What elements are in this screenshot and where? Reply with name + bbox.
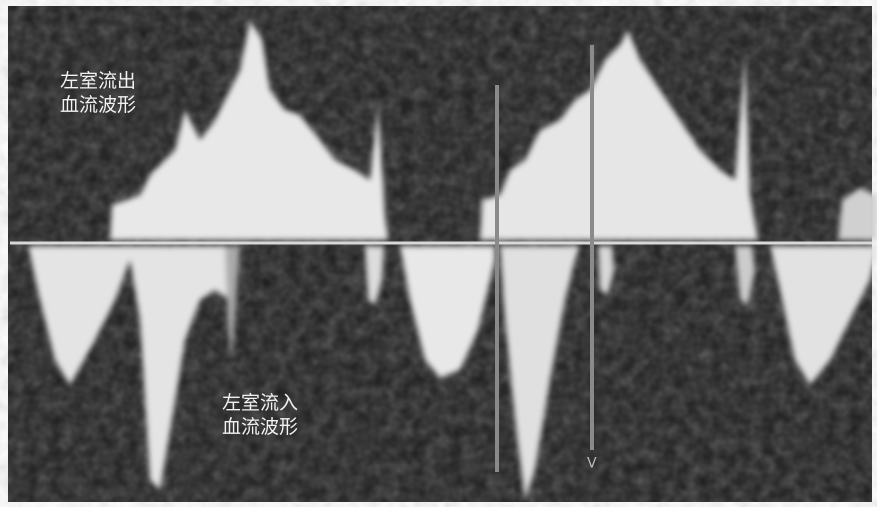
marker: V [587, 456, 597, 472]
annotation-line: 血流波形 [60, 94, 136, 116]
doppler-image: V 左室流出 血流波形 左室流入 血流波形 [0, 0, 877, 507]
annotation-line: 左室流入 [222, 392, 298, 414]
annotation-line: 血流波形 [222, 416, 298, 438]
annotation-line: 左室流出 [60, 70, 136, 92]
